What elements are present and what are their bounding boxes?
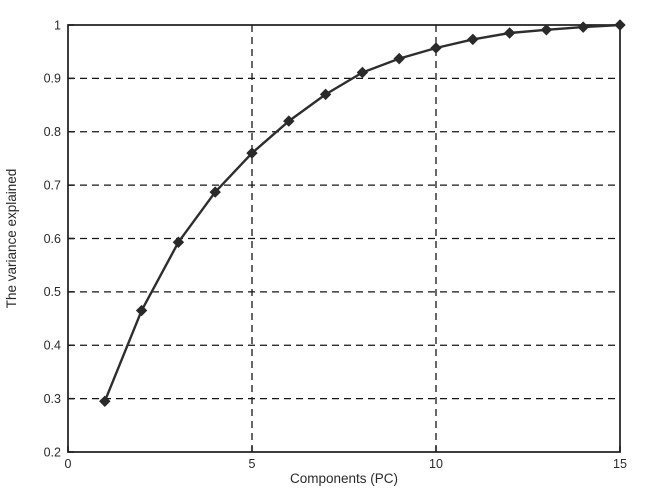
data-point-marker	[135, 304, 148, 317]
x-tick-label: 5	[249, 457, 256, 471]
y-tick-label: 0.7	[44, 178, 61, 192]
data-point-marker	[540, 24, 553, 36]
data-point-marker	[577, 21, 589, 33]
x-axis-title: Components (PC)	[290, 471, 398, 486]
data-point-marker	[430, 42, 442, 54]
data-point-markers	[99, 19, 626, 408]
data-point-marker	[467, 33, 479, 46]
y-tick-label: 0.2	[44, 445, 61, 459]
y-tick-label: 0.9	[44, 72, 61, 86]
data-point-marker	[172, 236, 185, 248]
y-tick-label: 0.3	[44, 392, 61, 406]
data-point-marker	[209, 186, 221, 198]
x-tick-labels: 0 5 10 15	[65, 457, 627, 471]
axis-ticks	[67, 24, 621, 453]
x-tick-label: 10	[429, 457, 443, 471]
y-tick-label: 0.6	[44, 232, 61, 246]
y-tick-label: 1	[54, 18, 61, 32]
y-axis-title: The variance explained	[4, 169, 19, 309]
data-point-marker	[99, 395, 111, 408]
y-tick-labels: 0.2 0.3 0.4 0.5 0.6 0.7 0.8 0.9 1	[44, 18, 61, 459]
y-tick-label: 0.4	[44, 339, 61, 353]
data-point-marker	[503, 27, 516, 39]
data-point-marker	[283, 115, 295, 127]
data-point-marker	[246, 147, 258, 159]
data-point-marker	[393, 52, 405, 65]
data-point-marker	[319, 88, 332, 101]
y-tick-label: 0.5	[44, 285, 61, 299]
x-tick-label: 0	[65, 457, 72, 471]
y-tick-label: 0.8	[44, 125, 61, 139]
data-point-marker	[614, 19, 626, 31]
data-point-marker	[356, 66, 369, 79]
x-tick-label: 15	[613, 457, 627, 471]
grid-lines	[68, 25, 620, 452]
